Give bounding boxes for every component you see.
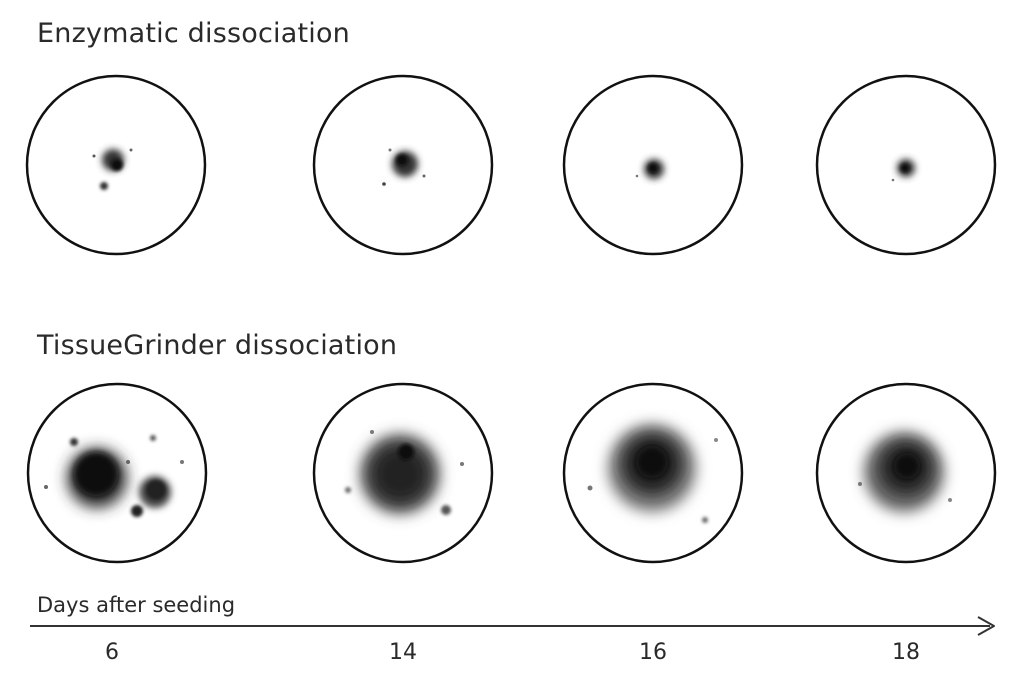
- day-label-6: 6: [105, 640, 119, 665]
- day-label-16: 16: [639, 640, 667, 665]
- well-enzymatic-day-16: [562, 74, 744, 256]
- well-tissuegrinder-day-16: [562, 382, 744, 564]
- spheroid-tissuegrinder-day-6: [44, 435, 184, 517]
- spheroid-enzymatic-day-18: [891, 159, 915, 182]
- axis-label: Days after seeding: [37, 593, 236, 617]
- row-title-tissuegrinder: TissueGrinder dissociation: [37, 330, 398, 361]
- well-tissuegrinder-day-6: [26, 382, 208, 564]
- row-title-enzymatic: Enzymatic dissociation: [37, 18, 350, 49]
- day-label-18: 18: [892, 640, 920, 665]
- spheroid-tissuegrinder-day-18: [858, 432, 952, 512]
- spheroid-tissuegrinder-day-14: [345, 430, 464, 515]
- spheroid-enzymatic-day-14: [382, 148, 426, 186]
- spheroid-enzymatic-day-16: [635, 159, 664, 179]
- time-axis-arrow: [30, 616, 995, 636]
- well-enzymatic-day-14: [312, 74, 494, 256]
- spheroid-enzymatic-day-6: [92, 148, 133, 190]
- well-enzymatic-day-6: [25, 74, 207, 256]
- well-tissuegrinder-day-18: [815, 382, 997, 564]
- well-enzymatic-day-18: [815, 74, 997, 256]
- spheroid-tissuegrinder-day-16: [587, 424, 718, 523]
- day-label-14: 14: [389, 640, 417, 665]
- well-tissuegrinder-day-14: [312, 382, 494, 564]
